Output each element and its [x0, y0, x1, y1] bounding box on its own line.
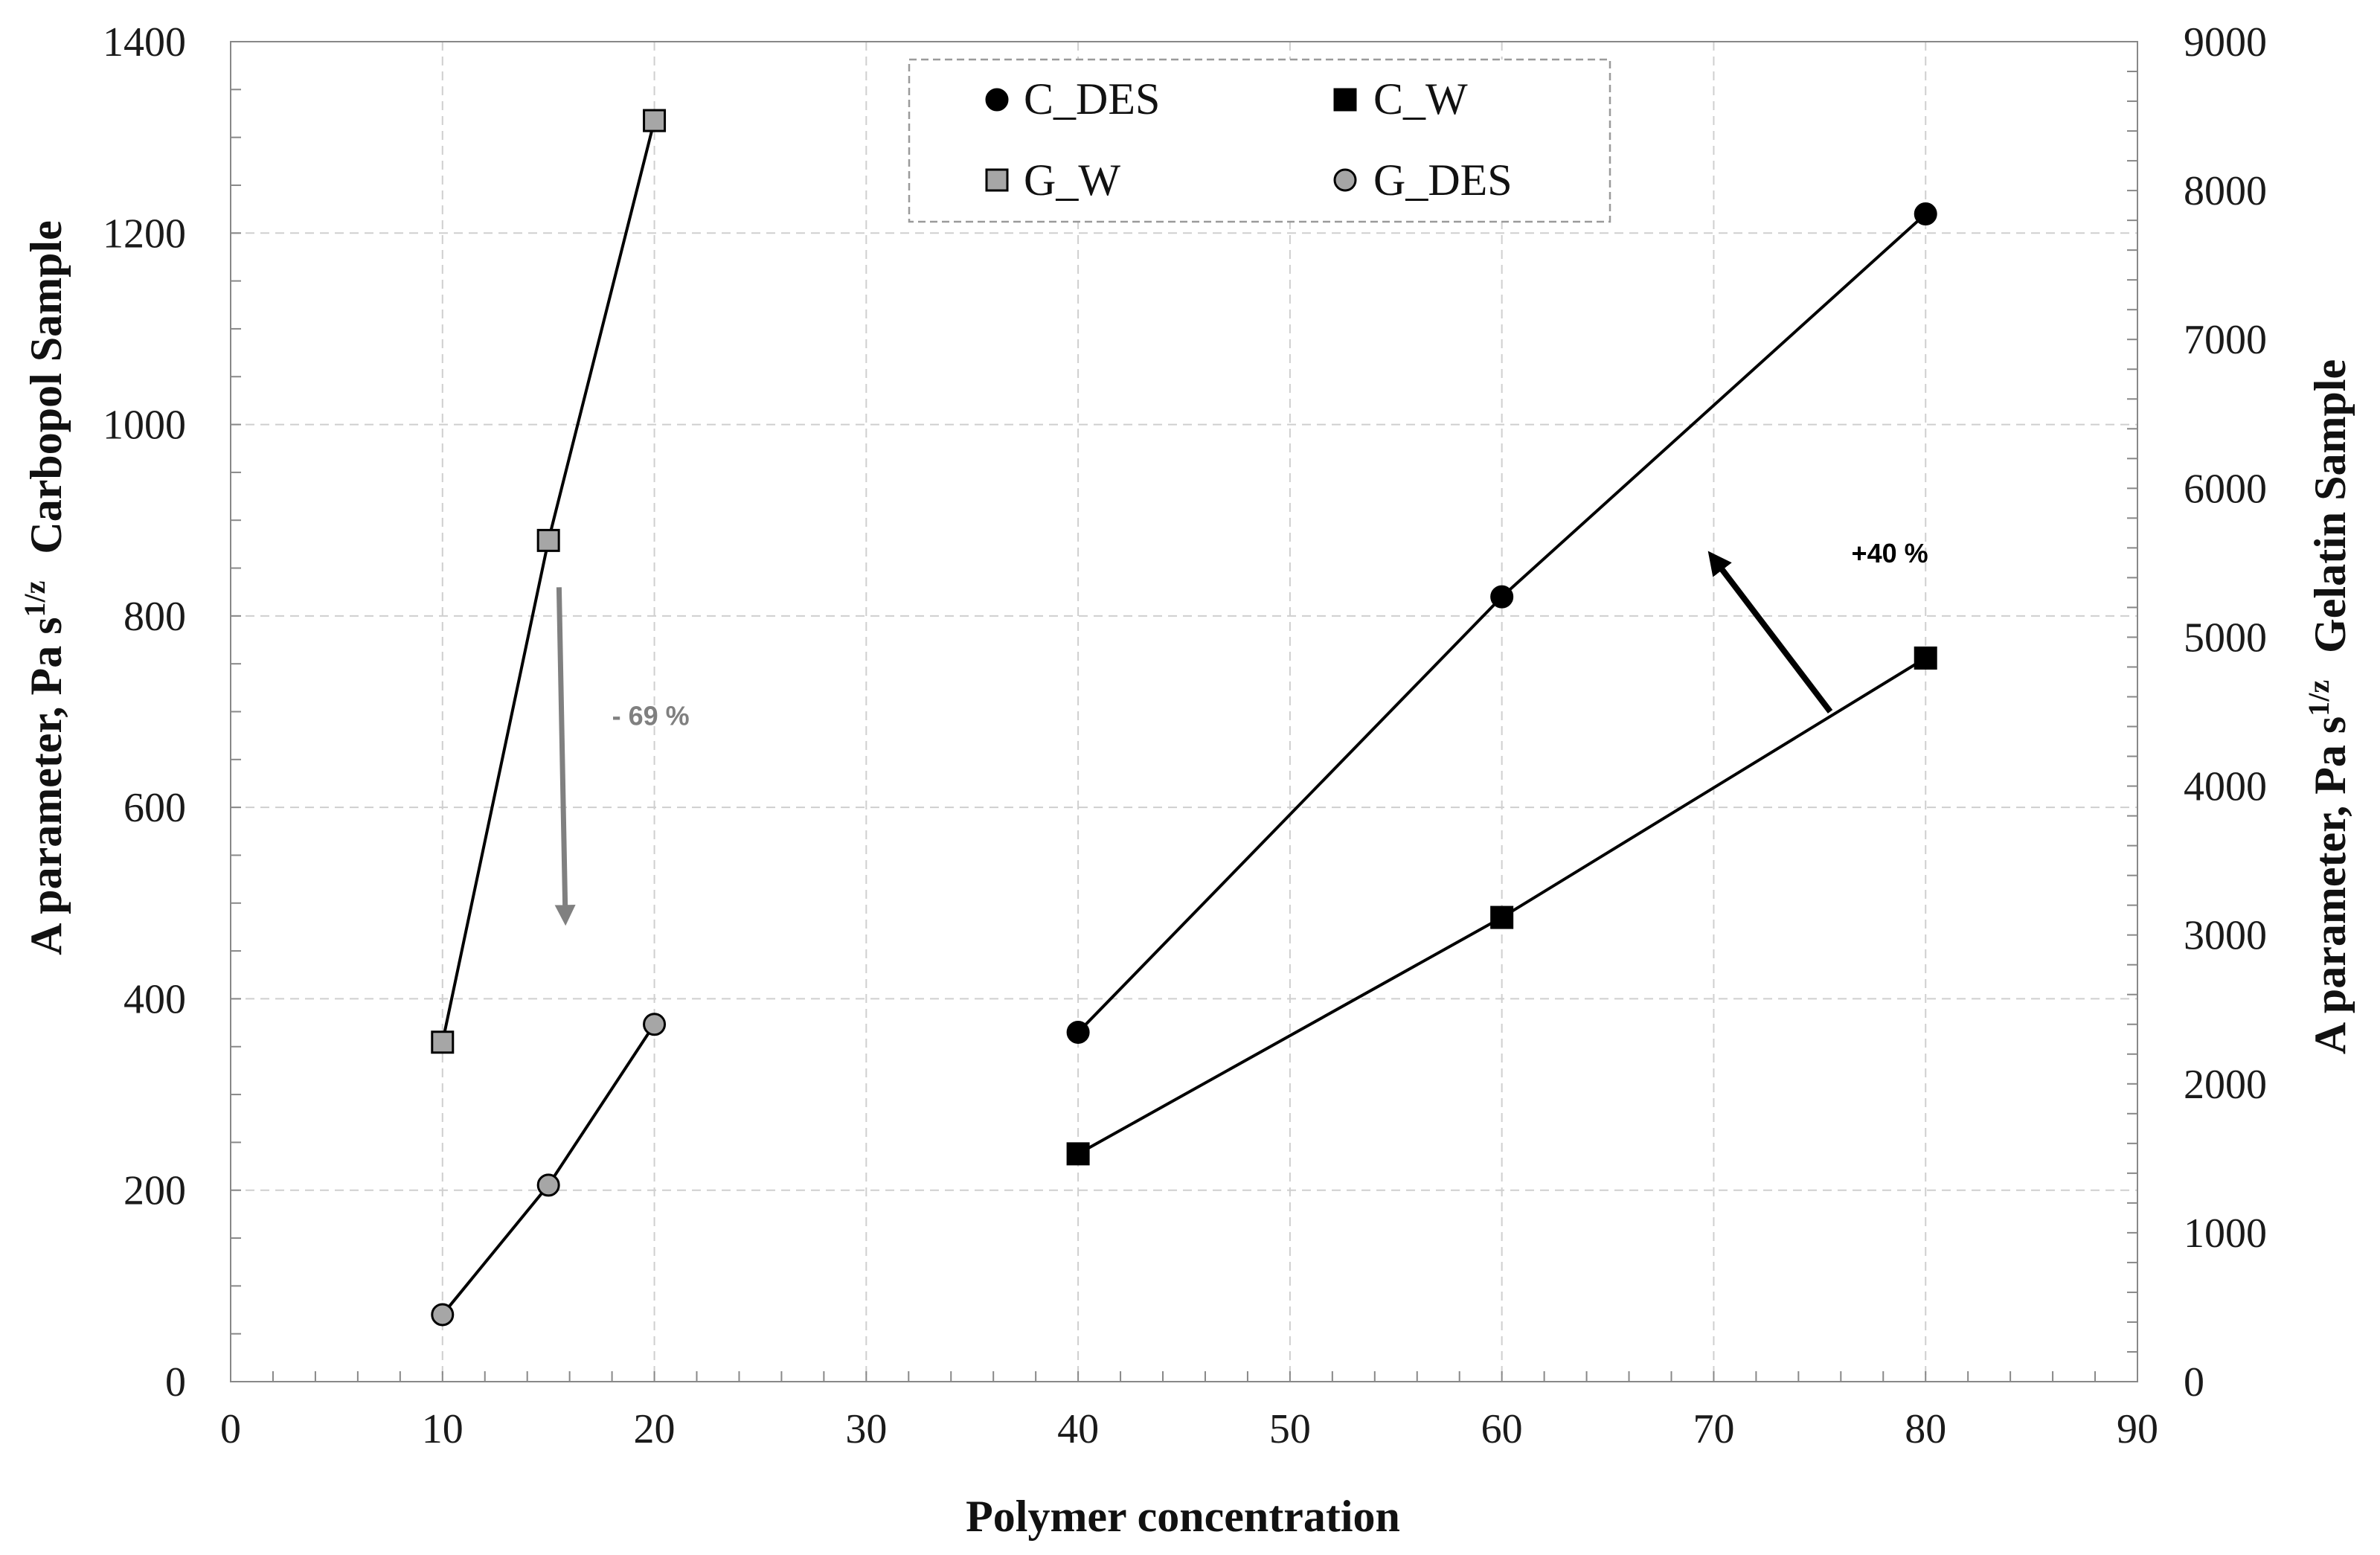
- y-left-title-main: A parameter, Pa s: [22, 617, 71, 955]
- y-right-tick-label: 3000: [2184, 913, 2267, 959]
- legend-entry-c-w: C_W: [1333, 74, 1468, 124]
- y-right-tick-label: 4000: [2184, 764, 2267, 810]
- series-line-g-w: [440, 120, 656, 1043]
- legend-label-c-w: C_W: [1373, 74, 1468, 124]
- legend-box: [908, 58, 1611, 223]
- legend-entry-c-des: C_DES: [985, 74, 1160, 124]
- series-line-g-des: [441, 1023, 656, 1316]
- annotation-arrow-decrease: [554, 587, 576, 926]
- x-tick-label: 20: [634, 1406, 676, 1452]
- point-g-w: [431, 1030, 455, 1054]
- legend: C_DES C_W G_W G_DES: [908, 58, 1611, 223]
- y-left-tick-label: 1400: [103, 19, 186, 65]
- x-axis-title: Polymer concentration: [966, 1492, 1400, 1541]
- x-tick-label: 10: [422, 1406, 464, 1452]
- annotation-label-decrease: - 69 %: [612, 701, 690, 731]
- point-g-w: [643, 109, 667, 132]
- legend-marker-c-w: [1333, 88, 1357, 112]
- legend-entry-g-des: G_DES: [1333, 156, 1513, 205]
- annotation-label-increase: +40 %: [1852, 538, 1928, 568]
- legend-entry-g-w: G_W: [985, 156, 1120, 205]
- point-c-des: [1066, 1020, 1090, 1044]
- legend-marker-g-des: [1333, 168, 1357, 192]
- grid: [231, 42, 2137, 1382]
- x-minor-ticks: [230, 1371, 2138, 1382]
- point-c-des: [1914, 202, 1937, 226]
- x-tick-label: 80: [1905, 1406, 1946, 1452]
- legend-label-g-w: G_W: [1024, 156, 1120, 205]
- x-tick-label: 40: [1057, 1406, 1099, 1452]
- point-g-des: [643, 1013, 667, 1036]
- point-g-des: [536, 1173, 560, 1197]
- y-left-title-sup: 1/z: [18, 581, 51, 618]
- point-c-des: [1490, 585, 1514, 609]
- y-left-tick-label: 1000: [103, 403, 186, 449]
- series-layer: [431, 109, 1937, 1327]
- y-left-tick-label: 200: [124, 1168, 186, 1214]
- y-right-title-sup: 1/z: [2302, 680, 2335, 716]
- y-left-tick-label: 1200: [103, 211, 186, 257]
- y-right-tick-label: 5000: [2184, 615, 2267, 661]
- y-right-axis-title: A parameter, Pa s1/z Gelatin Sample: [2302, 359, 2355, 1054]
- x-tick-label: 30: [845, 1406, 887, 1452]
- x-tick-label: 50: [1269, 1406, 1311, 1452]
- y-right-tick-label: 0: [2184, 1359, 2204, 1405]
- x-tick-label: 90: [2117, 1406, 2158, 1452]
- y-left-tick-label: 800: [124, 594, 186, 640]
- y-right-minor-ticks: [2127, 41, 2137, 1382]
- y-right-tick-label: 8000: [2184, 168, 2267, 214]
- y-left-tick-labels: 0 200 400 600 800 1000 1200 1400: [103, 19, 186, 1405]
- annotation-arrow-increase: [1707, 551, 1833, 714]
- y-right-tick-label: 6000: [2184, 466, 2267, 512]
- point-c-w: [1066, 1142, 1090, 1166]
- point-g-w: [536, 528, 560, 552]
- x-tick-labels: 0 10 20 30 40 50 60 70 80 90: [220, 1406, 2158, 1452]
- y-left-title-sample: Carbopol Sample: [22, 220, 71, 554]
- y-left-minor-ticks: [231, 41, 241, 1382]
- point-c-w: [1490, 905, 1514, 929]
- annotation-layer: +40 % - 69 %: [554, 538, 1928, 926]
- x-tick-label: 60: [1481, 1406, 1523, 1452]
- point-c-w: [1914, 646, 1937, 670]
- legend-marker-g-w: [985, 168, 1009, 192]
- legend-label-c-des: C_DES: [1024, 74, 1160, 124]
- y-left-tick-label: 600: [124, 785, 186, 831]
- y-right-tick-label: 7000: [2184, 317, 2267, 363]
- legend-label-g-des: G_DES: [1373, 156, 1513, 205]
- y-right-title-main: A parameter, Pa s: [2306, 716, 2355, 1054]
- legend-marker-c-des: [985, 88, 1009, 112]
- y-right-title-sample: Gelatin Sample: [2306, 359, 2355, 653]
- x-tick-label: 0: [220, 1406, 241, 1452]
- point-g-des: [431, 1303, 455, 1327]
- y-left-tick-label: 400: [124, 976, 186, 1022]
- y-right-tick-labels: 0 1000 2000 3000 4000 5000 6000 7000 8000 9000: [2184, 19, 2267, 1405]
- y-left-tick-label: 0: [165, 1359, 186, 1405]
- x-tick-label: 70: [1693, 1406, 1734, 1452]
- y-right-tick-label: 2000: [2184, 1062, 2267, 1108]
- plot-frame: [230, 41, 2138, 1382]
- y-left-axis-title: A parameter, Pa s1/z Carbopol Sample: [18, 220, 71, 955]
- y-right-tick-label: 1000: [2184, 1211, 2267, 1257]
- y-right-tick-label: 9000: [2184, 19, 2267, 65]
